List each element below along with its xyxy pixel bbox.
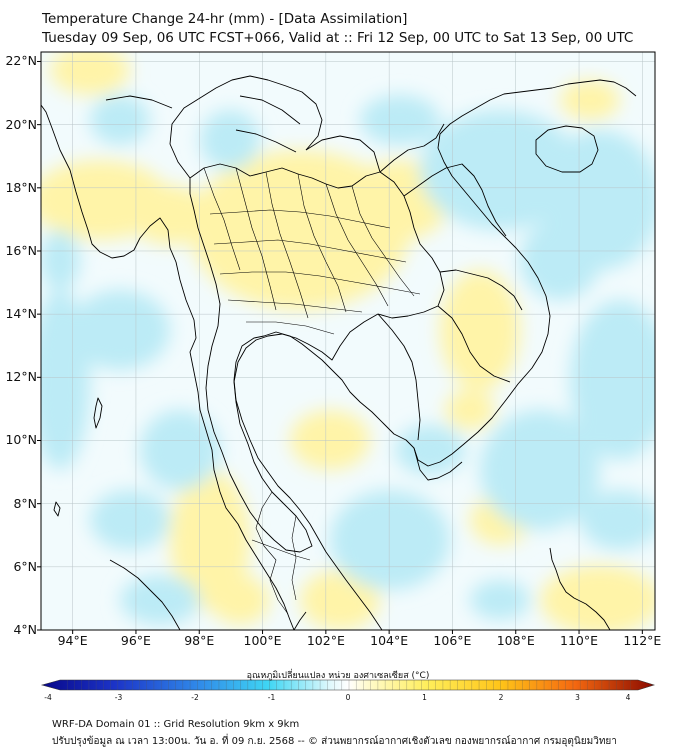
- lat-label: 6°N: [13, 558, 37, 574]
- lon-label: 104°E: [370, 633, 409, 648]
- lon-label: 106°E: [433, 633, 472, 648]
- colorbar-gradient: [40, 679, 656, 691]
- colorbar-tick-label: -1: [267, 693, 276, 702]
- axis-ticks: [37, 60, 643, 634]
- lon-label: 94°E: [57, 633, 88, 648]
- colorbar-title: อุณหภูมิเปลี่ยนแปลง หน่วย องศาเซลเซียส (…: [246, 671, 430, 681]
- map-canvas: [37, 51, 656, 691]
- lat-label: 4°N: [13, 622, 37, 637]
- lat-label: 20°N: [5, 116, 37, 132]
- coastline-gulf-of-thailand: [233, 79, 637, 630]
- border-laos-vietnam: [305, 123, 523, 441]
- coastline-andaman: [93, 397, 103, 429]
- lat-label: 8°N: [13, 495, 37, 511]
- lon-label: 110°E: [560, 633, 599, 648]
- lat-label: 16°N: [5, 242, 37, 258]
- coastline-borneo: [549, 547, 611, 630]
- border-malaysia: [251, 491, 311, 615]
- coastline-nicobar: [53, 501, 61, 517]
- map-title: Temperature Change 24-hr (mm) - [Data As…: [42, 11, 408, 27]
- map-frame: [40, 51, 656, 631]
- colorbar-tick-label: 0: [345, 693, 351, 702]
- lon-label: 102°E: [306, 633, 345, 648]
- colorbar-tick-label: 4: [625, 693, 631, 702]
- lon-label: 112°E: [623, 633, 662, 648]
- lon-label: 98°E: [184, 633, 215, 648]
- border-provinces: [203, 167, 421, 335]
- lon-label: 108°E: [496, 633, 535, 648]
- coastline-malay-west: [293, 611, 307, 630]
- colorbar-tick-label: 2: [498, 693, 504, 702]
- lat-label: 12°N: [5, 369, 37, 385]
- lat-label: 22°N: [5, 53, 37, 69]
- coastline-myanmar-west: [41, 104, 295, 630]
- map-subtitle: Tuesday 09 Sep, 06 UTC FCST+066, Valid a…: [42, 30, 634, 46]
- footer-model-info: WRF-DA Domain 01 :: Grid Resolution 9km …: [52, 719, 300, 730]
- coastlines-and-borders: [41, 75, 637, 630]
- colorbar-tick-label: 1: [422, 693, 427, 702]
- lon-label: 96°E: [120, 633, 151, 648]
- colorbar-tick-label: -3: [114, 693, 123, 702]
- border-thailand-outline: [189, 163, 445, 553]
- colorbar-tick-label: -2: [191, 693, 199, 702]
- coastline-sumatra: [109, 559, 181, 630]
- border-myanmar: [105, 75, 323, 179]
- lat-label: 10°N: [5, 432, 37, 448]
- lat-label: 14°N: [5, 306, 37, 322]
- graticule: [41, 52, 655, 630]
- lat-label: 18°N: [5, 179, 37, 195]
- lon-label: 100°E: [243, 633, 282, 648]
- footer-update-info: ปรับปรุงข้อมูล ณ เวลา 13:00น. วัน อ. ที่…: [52, 736, 617, 747]
- colorbar: [40, 679, 656, 691]
- temperature-field: [41, 52, 655, 630]
- colorbar-tick-label: 3: [575, 693, 580, 702]
- coastline-mekong-delta: [413, 447, 463, 481]
- coastline-hainan: [535, 125, 599, 173]
- colorbar-tick-label: -4: [44, 693, 52, 702]
